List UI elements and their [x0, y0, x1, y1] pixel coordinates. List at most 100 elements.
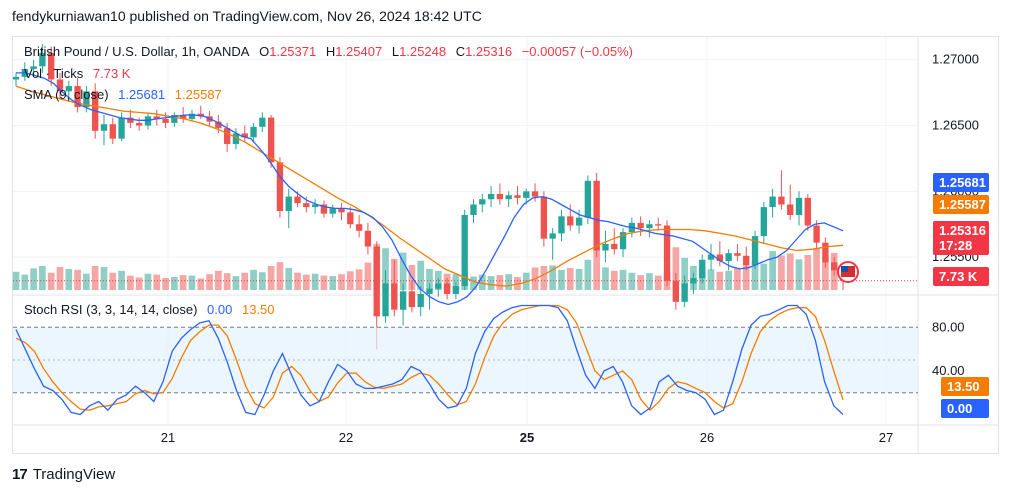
- volume-bar: [734, 267, 741, 290]
- candle-body: [558, 216, 565, 234]
- footer-logo[interactable]: 17 TradingView: [12, 466, 115, 483]
- candle-body: [215, 121, 222, 129]
- candle: [690, 272, 697, 294]
- volume-bar: [144, 273, 152, 290]
- candle-body: [30, 66, 37, 69]
- volume-bar: [65, 268, 73, 290]
- candle: [311, 199, 319, 214]
- candle: [364, 222, 372, 255]
- candle-body: [364, 230, 372, 247]
- candle-body: [681, 283, 688, 302]
- sma-slow-value: 1.25587: [174, 87, 222, 102]
- candle-body: [699, 259, 706, 279]
- candle-body: [382, 283, 389, 317]
- candle: [787, 184, 794, 221]
- volume-bar: [109, 272, 117, 290]
- candle-body: [611, 243, 618, 250]
- volume-bar: [364, 262, 372, 290]
- stoch-k-line: [15, 304, 844, 416]
- candle: [699, 254, 706, 284]
- candle: [725, 249, 732, 271]
- candle: [831, 257, 838, 276]
- candle-body: [294, 196, 301, 204]
- candle: [162, 112, 169, 129]
- candle-body: [276, 162, 284, 212]
- volume-bar: [30, 268, 37, 290]
- volume-bar: [672, 247, 680, 290]
- candle: [39, 43, 46, 73]
- candle: [813, 220, 820, 250]
- candle: [338, 203, 345, 221]
- volume-bar: [593, 247, 601, 290]
- candle-body: [655, 224, 662, 226]
- candle: [259, 112, 266, 133]
- volume-bar: [250, 269, 257, 290]
- candle-body: [716, 254, 723, 262]
- candle-body: [707, 254, 715, 260]
- candle: [329, 204, 336, 218]
- volume-bar: [681, 257, 688, 290]
- time-tick-label: 22: [339, 430, 353, 445]
- volume-bar: [716, 271, 724, 290]
- candle-body: [672, 280, 680, 302]
- volume-bar: [470, 276, 477, 290]
- volume-bar: [179, 275, 187, 290]
- candle-body: [100, 124, 108, 131]
- chart-frame[interactable]: [12, 36, 999, 454]
- symbol-title[interactable]: British Pound / U.S. Dollar, 1h, OANDA: [24, 44, 250, 59]
- candle: [707, 243, 715, 271]
- volume-bar: [487, 276, 495, 290]
- volume-bar: [56, 266, 64, 290]
- candle: [320, 200, 328, 218]
- volume-bar: [206, 274, 213, 290]
- candle-body: [399, 291, 407, 310]
- candle-body: [822, 242, 829, 263]
- candle-body: [74, 86, 81, 108]
- candle: [602, 230, 609, 263]
- candle-body: [619, 232, 627, 250]
- publisher-line: fendykurniawan10 published on TradingVie…: [12, 8, 482, 24]
- candle-body: [223, 128, 231, 144]
- sma-label[interactable]: SMA (9, close): [24, 87, 109, 102]
- volume-label[interactable]: Vol · Ticks: [24, 66, 84, 81]
- stoch-d-badge: 13.50: [941, 377, 989, 396]
- candle: [100, 115, 108, 146]
- candle-body: [355, 224, 363, 231]
- candle: [250, 122, 257, 143]
- candle-body: [514, 195, 521, 198]
- stoch-d-value: 13.50: [241, 302, 275, 317]
- candle: [540, 191, 548, 247]
- candle-body: [267, 117, 275, 163]
- candle: [30, 59, 37, 76]
- candle-body: [329, 208, 336, 214]
- stoch-tick-label: 40.00: [932, 363, 965, 378]
- candle-body: [347, 212, 354, 225]
- candle-body: [487, 193, 495, 200]
- low-value: 1.25248: [399, 44, 447, 59]
- candle: [496, 183, 504, 205]
- volume-bar: [540, 266, 548, 290]
- candle: [575, 209, 583, 234]
- volume-bar: [346, 271, 354, 290]
- price-tick-label: 1.27000: [932, 52, 979, 67]
- candle-countdown: 17:28: [939, 238, 973, 253]
- volume-bar: [355, 269, 363, 290]
- candle-body: [567, 216, 574, 226]
- candle: [197, 105, 204, 119]
- volume-bar: [329, 276, 337, 290]
- stoch-label[interactable]: Stoch RSI (3, 3, 14, 14, close): [24, 302, 198, 317]
- candle-body: [179, 115, 187, 119]
- candle: [65, 80, 72, 102]
- candle-body: [804, 197, 811, 226]
- candle: [743, 246, 750, 271]
- candle: [646, 220, 653, 238]
- candle-body: [461, 215, 468, 287]
- open-label: O: [259, 44, 270, 59]
- volume-bar: [241, 272, 249, 290]
- high-value: 1.25407: [335, 44, 383, 59]
- candle-body: [663, 225, 671, 281]
- candle: [751, 230, 759, 269]
- candle-body: [690, 278, 697, 284]
- volume-bar: [566, 267, 574, 290]
